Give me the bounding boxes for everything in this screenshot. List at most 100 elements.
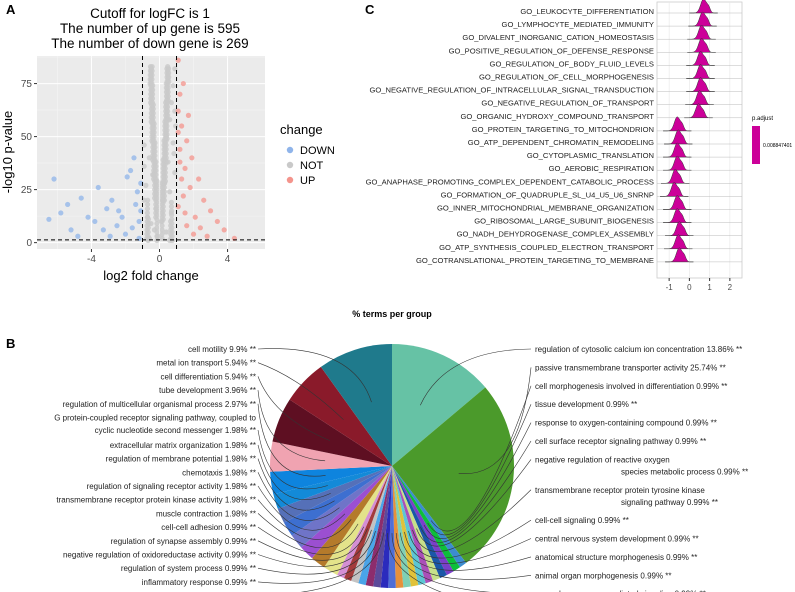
volcano-point-not [160, 174, 166, 180]
ridgeline-category-label: GO_COTRANSLATIONAL_PROTEIN_TARGETING_TO_… [416, 256, 654, 265]
pie-slice [392, 466, 411, 588]
volcano-point-not [160, 157, 166, 163]
volcano-y-tick-label: 75 [21, 79, 33, 90]
pie-leader-line [430, 385, 532, 532]
ridgeline-category-label: GO_LEUKOCYTE_DIFFERENTIATION [520, 7, 654, 16]
volcano-point-not [149, 76, 155, 82]
volcano-point-not [168, 223, 174, 229]
volcano-point-not [164, 66, 170, 72]
volcano-point-not [161, 146, 167, 152]
ridgeline-density [686, 64, 715, 79]
ridgeline-density [663, 208, 692, 223]
volcano-point-not [161, 142, 167, 148]
pie-slice [380, 466, 392, 588]
volcano-point-not [159, 193, 165, 199]
ridgeline-density [660, 182, 689, 197]
pie-leader-line [257, 485, 346, 531]
volcano-point-not [167, 237, 173, 244]
volcano-x-tick-label: 0 [157, 254, 163, 265]
pie-slice [392, 387, 514, 563]
pie-slice [344, 466, 392, 581]
volcano-point-down [119, 214, 125, 220]
volcano-point-not [146, 155, 152, 161]
volcano-point-not [149, 72, 155, 78]
volcano-point-down [109, 197, 115, 203]
volcano-point-not [171, 150, 177, 157]
pie-label-line: central nervous system development 0.99%… [535, 535, 699, 544]
pie-label-line: anatomical structure morphogenesis 0.99%… [535, 553, 697, 562]
ridgeline-legend-colorbar [752, 126, 760, 164]
volcano-point-not [154, 195, 160, 201]
pie-label-line: tube development 3.96% ** [159, 386, 256, 395]
pie-panel: % terms per group B regulation of cytoso… [6, 309, 748, 592]
volcano-point-down [124, 174, 130, 180]
volcano-point-not [154, 212, 160, 218]
ridgeline-category-label: GO_AEROBIC_RESPIRATION [549, 164, 654, 173]
pie-slice [392, 344, 486, 466]
pie-label-line: chemotaxis 1.98% ** [182, 468, 256, 477]
volcano-point-not [153, 163, 159, 169]
volcano-point-up [182, 210, 188, 216]
volcano-point-not [148, 220, 154, 227]
pie-label: second-messenger-mediated signaling 0.99… [535, 590, 706, 592]
volcano-point-not [149, 95, 156, 102]
volcano-point-not [164, 70, 170, 76]
pie-label-line: signaling pathway 0.99% ** [621, 498, 718, 507]
volcano-point-down [58, 210, 64, 216]
pie-label: transmembrane receptor protein kinase ac… [56, 496, 256, 505]
volcano-point-not [159, 201, 165, 208]
volcano-point-up [214, 218, 220, 225]
volcano-point-not [170, 140, 176, 146]
pie-slices [269, 344, 514, 588]
volcano-point-not [159, 184, 165, 191]
volcano-reference-lines [37, 56, 265, 249]
volcano-point-not [162, 119, 168, 125]
pie-leader-line [257, 513, 359, 548]
volcano-point-not [151, 125, 157, 131]
volcano-point-not [151, 133, 157, 140]
volcano-point-up [204, 233, 210, 239]
pie-label-line: regulation of cytosolic calcium ion conc… [535, 345, 742, 354]
ridgeline-density [686, 51, 715, 66]
volcano-point-down [129, 225, 135, 231]
volcano-point-not [163, 112, 169, 118]
pie-label: regulation of cytosolic calcium ion conc… [535, 345, 742, 354]
volcano-point-not [159, 231, 165, 237]
pie-title: % terms per group [352, 309, 432, 319]
ridgeline-category-label: GO_ANAPHASE_PROMOTING_COMPLEX_DEPENDENT_… [366, 177, 654, 186]
pie-label-line: transmembrane receptor protein kinase ac… [56, 496, 256, 505]
panel-letter-a: A [6, 2, 16, 17]
pie-label: anatomical structure morphogenesis 0.99%… [535, 553, 697, 562]
volcano-point-not [154, 178, 160, 184]
ridgeline-density [688, 11, 717, 27]
pie-leader-line [257, 472, 340, 521]
pie-label: regulation of system process 0.99% ** [121, 564, 256, 573]
pie-label: cell motility 9.9% ** [188, 345, 256, 354]
volcano-point-not [152, 140, 158, 146]
ridgeline-category-label: GO_PROTEIN_TARGETING_TO_MITOCHONDRION [472, 125, 654, 134]
pie-slice [351, 466, 392, 584]
volcano-point-not [152, 144, 158, 150]
pie-label-line: passive transmembrane transporter activi… [535, 363, 726, 372]
ridgeline-category-label: GO_NEGATIVE_REGULATION_OF_TRANSPORT [481, 99, 654, 108]
pie-slice [291, 466, 392, 548]
ridgeline-category-label: GO_ORGANIC_HYDROXY_COMPOUND_TRANSPORT [460, 112, 654, 121]
ridgeline-category-label: GO_POSITIVE_REGULATION_OF_DEFENSE_RESPON… [449, 46, 654, 55]
pie-label-line: species metabolic process 0.99% ** [621, 467, 748, 476]
ridgeline-density [661, 168, 690, 184]
volcano-point-not [159, 189, 165, 195]
pie-label-line: regulation of membrane potential 1.98% *… [106, 455, 256, 464]
pie-labels: regulation of cytosolic calcium ion conc… [54, 345, 748, 592]
ridgeline-category-labels: GO_LEUKOCYTE_DIFFERENTIATION GO_LYMPHOCYT… [366, 7, 655, 265]
ridgeline-density [685, 90, 714, 105]
ridgeline-density [663, 142, 692, 158]
pie-slice [388, 466, 396, 588]
volcano-point-not [168, 210, 175, 216]
volcano-point-down [65, 201, 71, 208]
pie-slice [301, 466, 392, 559]
panel-letter-c: C [365, 2, 375, 17]
volcano-point-not [145, 229, 151, 235]
volcano-point-not [150, 87, 156, 93]
pie-label-line: negative regulation of oxidoreductase ac… [63, 551, 256, 560]
volcano-point-up [179, 176, 185, 182]
